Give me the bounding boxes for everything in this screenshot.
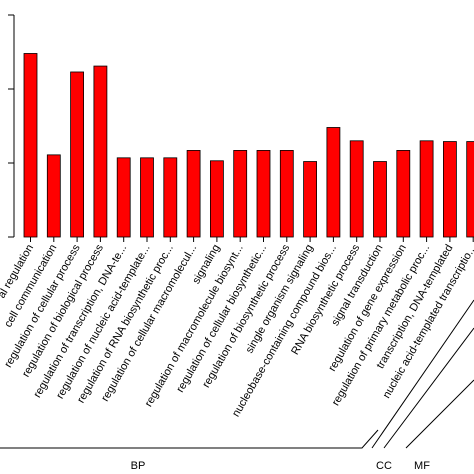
bar [279,150,294,238]
bar [233,150,248,238]
group-bracket [0,299,474,449]
bar [116,157,131,238]
bar [186,150,201,238]
bar [442,141,457,238]
group-label: MF [414,460,430,472]
bar [93,65,108,238]
bar [303,161,318,238]
bar [419,140,434,238]
bar [163,157,178,238]
bar [46,154,61,238]
bar [349,140,364,238]
bar [373,161,387,238]
group-label: CC [376,460,392,472]
bar [209,160,224,238]
bar [396,150,411,238]
bar [23,53,38,238]
bar [466,141,474,238]
bar [326,127,341,238]
group-label: BP [131,460,146,472]
bar [140,157,154,238]
bar [70,71,84,238]
bar [256,150,271,238]
